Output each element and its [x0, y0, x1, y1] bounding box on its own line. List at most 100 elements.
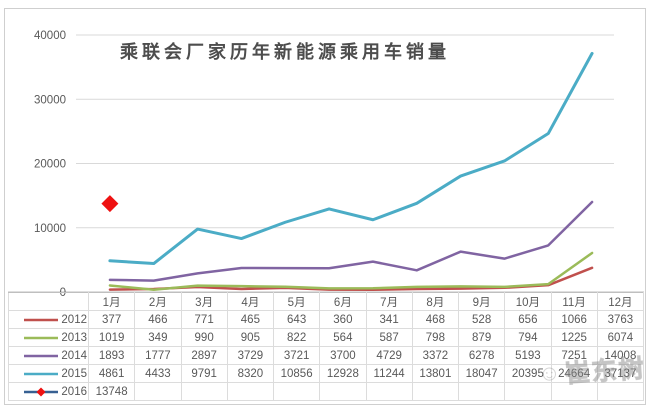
value-cell: 4433: [134, 364, 182, 383]
series-name-label: 2014: [61, 349, 87, 362]
month-header: 4月: [226, 292, 275, 311]
value-cell: 13748: [87, 382, 136, 401]
value-cell: 377: [87, 310, 136, 329]
value-cell: [457, 382, 506, 401]
table-row-2012: 2012 377 466 771 465 643 360 341 468 528 656 1066 37…: [8, 310, 645, 329]
value-cell: 5193: [504, 346, 552, 365]
value-cell: [272, 382, 321, 401]
month-header: 7月: [365, 292, 413, 311]
month-header: 1月: [87, 292, 136, 311]
value-cell: 13801: [411, 364, 460, 383]
value-cell: 879: [457, 328, 506, 347]
month-header: 5月: [272, 292, 321, 311]
value-cell: 587: [365, 328, 413, 347]
series-line-2014: [108, 200, 594, 282]
legend-swatch-2013: [24, 336, 59, 339]
value-cell: 3763: [596, 310, 645, 329]
series-legend-key: 2013: [10, 332, 87, 344]
value-cell: [319, 382, 367, 401]
value-cell: 6074: [596, 328, 645, 347]
series-legend-key: 2012: [10, 314, 87, 326]
value-cell: [504, 382, 552, 401]
month-header: 2月: [134, 292, 182, 311]
value-cell: 6278: [457, 346, 506, 365]
y-tick-label: 20000: [34, 159, 66, 171]
value-cell: 1777: [134, 346, 182, 365]
value-cell: 798: [411, 328, 460, 347]
series-name-label: 2016: [61, 385, 87, 398]
value-cell: 360: [319, 310, 367, 329]
value-cell: 1225: [550, 328, 598, 347]
month-header: 3月: [180, 292, 228, 311]
value-cell: 341: [365, 310, 413, 329]
data-table-corner-cell: [8, 292, 89, 311]
value-cell: 3700: [319, 346, 367, 365]
value-cell: 794: [504, 328, 552, 347]
table-row-2015: 2015 4861 4433 9791 8320 10856 12928 11244 13801…: [8, 364, 645, 383]
value-cell: 3372: [411, 346, 460, 365]
y-tick-label: 40000: [34, 30, 66, 42]
series-label-cell: 2013: [8, 328, 89, 347]
value-cell: 349: [134, 328, 182, 347]
data-table-body: 2012 377 466 771 465 643 360 341 468 528 656 1066 37…: [8, 310, 645, 401]
legend-swatch-2012: [24, 318, 59, 321]
value-cell: [550, 382, 598, 401]
value-cell: 1893: [87, 346, 136, 365]
data-table-header: 1月 2月 3月 4月 5月 6月 7月 8月 9月 10月 11月 12月: [8, 292, 645, 311]
value-cell: 3729: [226, 346, 275, 365]
value-cell: 1019: [87, 328, 136, 347]
value-cell: [180, 382, 228, 401]
value-cell: [134, 382, 182, 401]
value-cell: 18047: [457, 364, 506, 383]
value-cell: 37137: [596, 364, 645, 383]
series-line-2015: [108, 51, 594, 266]
value-cell: 771: [180, 310, 228, 329]
value-cell: 564: [319, 328, 367, 347]
value-cell: 4729: [365, 346, 413, 365]
series-legend-key: 2016: [10, 386, 87, 398]
month-header: 11月: [550, 292, 598, 311]
month-header: 12月: [596, 292, 645, 311]
month-header: 6月: [319, 292, 367, 311]
value-cell: [365, 382, 413, 401]
month-header: 10月: [504, 292, 552, 311]
data-table-header-row: 1月 2月 3月 4月 5月 6月 7月 8月 9月 10月 11月 12月: [8, 292, 645, 311]
value-cell: 990: [180, 328, 228, 347]
value-cell: [411, 382, 460, 401]
value-cell: 822: [272, 328, 321, 347]
legend-marker-diamond: [36, 387, 46, 396]
value-cell: 656: [504, 310, 552, 329]
value-cell: 905: [226, 328, 275, 347]
value-cell: 2897: [180, 346, 228, 365]
table-row-2013: 2013 1019 349 990 905 822 564 587 798 879 794 1225 6…: [8, 328, 645, 347]
legend-swatch-2016: [24, 387, 59, 396]
series-marker-diamond-2016: [101, 195, 119, 213]
series-label-cell: 2014: [8, 346, 89, 365]
value-cell: 643: [272, 310, 321, 329]
value-cell: 1066: [550, 310, 598, 329]
month-header: 8月: [411, 292, 460, 311]
value-cell: [226, 382, 275, 401]
series-line-2013: [108, 251, 594, 292]
table-row-2014: 2014 1893 1777 2897 3729 3721 3700 4729 3372 6278…: [8, 346, 645, 365]
value-cell: 465: [226, 310, 275, 329]
value-cell: 20395: [504, 364, 552, 383]
series-name-label: 2012: [61, 313, 87, 326]
legend-swatch-2015: [24, 372, 59, 375]
series-legend-key: 2015: [10, 368, 87, 380]
series-label-cell: 2015: [8, 364, 89, 383]
value-cell: [596, 382, 645, 401]
chart-data-table: 1月 2月 3月 4月 5月 6月 7月 8月 9月 10月 11月 12月 2012 377 466 77…: [8, 292, 645, 401]
value-cell: 24664: [550, 364, 598, 383]
value-cell: 7251: [550, 346, 598, 365]
series-name-label: 2015: [61, 367, 87, 380]
series-legend-key: 2014: [10, 350, 87, 362]
legend-swatch-2014: [24, 354, 59, 357]
value-cell: 8320: [226, 364, 275, 383]
value-cell: 9791: [180, 364, 228, 383]
value-cell: 468: [411, 310, 460, 329]
value-cell: 4861: [87, 364, 136, 383]
series-label-cell: 2016: [8, 382, 89, 401]
